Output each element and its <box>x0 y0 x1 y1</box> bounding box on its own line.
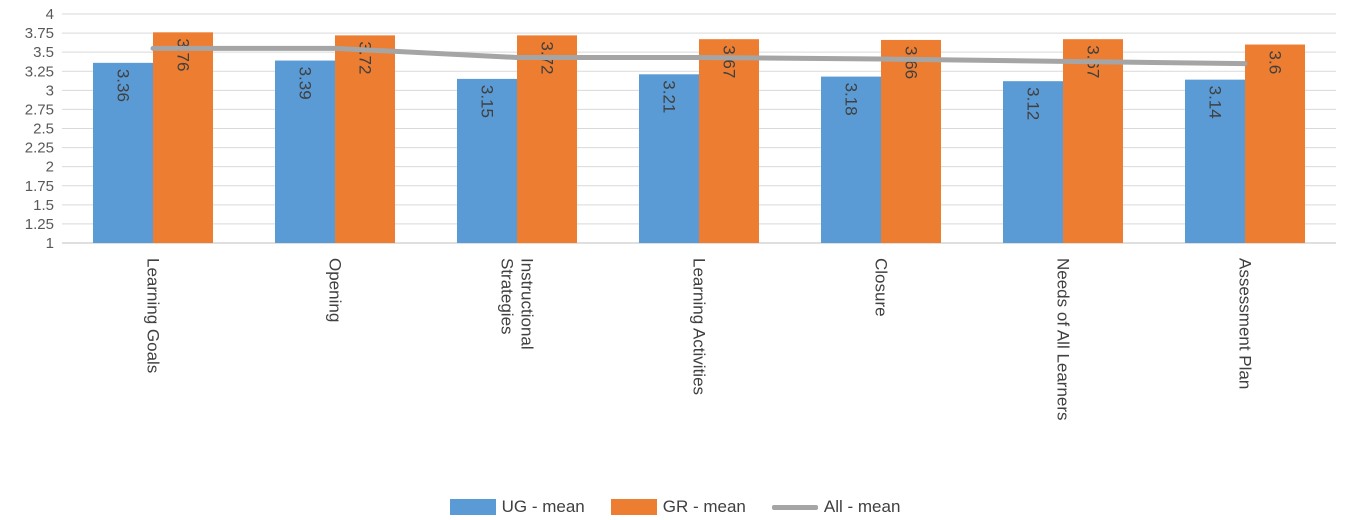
category-label: Learning Goals <box>144 258 163 373</box>
category-label: Closure <box>872 258 891 317</box>
data-label: 3.67 <box>720 45 739 78</box>
data-label: 3.39 <box>296 67 315 100</box>
data-label: 3.21 <box>660 80 679 113</box>
y-tick-label: 2.75 <box>25 101 54 118</box>
y-tick-label: 2.5 <box>33 121 54 138</box>
y-tick-label: 2.25 <box>25 140 54 157</box>
data-label: 3.36 <box>114 69 133 102</box>
legend-swatch-ug <box>449 499 496 515</box>
category-label: Assessment Plan <box>1236 258 1255 389</box>
line-series <box>150 45 1248 67</box>
data-label: 3.18 <box>842 83 861 116</box>
bar-gr <box>517 35 577 243</box>
data-label: 3.6 <box>1266 51 1285 75</box>
data-label: 3.14 <box>1206 86 1225 119</box>
category-label: Opening <box>326 258 345 322</box>
y-tick-label: 4 <box>46 6 54 23</box>
data-label: 3.72 <box>356 41 375 74</box>
legend-label-all: All - mean <box>823 497 901 516</box>
data-label: 3.76 <box>174 38 193 71</box>
y-tick-label: 1.5 <box>33 197 54 214</box>
y-tick-label: 3.5 <box>33 44 54 61</box>
y-tick-label: 1.75 <box>25 178 54 195</box>
x-axis-category-labels: Learning Goals Opening InstructionalStrate… <box>144 258 1255 421</box>
bar-gr <box>1245 44 1305 244</box>
category-label: Strategies <box>498 258 517 335</box>
y-tick-label: 1 <box>46 235 54 252</box>
category-label: Needs of All Learners <box>1054 258 1073 421</box>
y-axis-tick-labels: 1 1.25 1.5 1.75 2 2.25 2.5 2.75 3 3.25 3.5 3.75 4 <box>25 6 54 252</box>
bar-ug <box>275 60 335 244</box>
bar-gr <box>1063 39 1123 243</box>
bar-ug <box>457 78 517 243</box>
bars <box>93 32 1305 244</box>
legend-label-ug: UG - mean <box>501 497 585 516</box>
data-label: 3.15 <box>478 85 497 118</box>
legend: UG - mean GR - mean All - mean <box>0 494 1350 520</box>
legend-item-ug: UG - mean <box>449 497 585 517</box>
bar-ug <box>821 76 881 244</box>
y-tick-label: 2 <box>46 159 54 176</box>
data-label: 3.12 <box>1024 87 1043 120</box>
legend-label-gr: GR - mean <box>662 497 746 516</box>
legend-swatch-all <box>771 504 818 510</box>
category-label: Learning Activities <box>690 258 709 395</box>
legend-item-all: All - mean <box>771 497 901 517</box>
line-all-mean <box>150 45 1248 67</box>
bar-gr <box>153 32 213 243</box>
bar-gr <box>881 39 941 243</box>
category-label: Instructional <box>518 258 537 350</box>
y-tick-label: 3 <box>46 82 54 99</box>
y-tick-label: 3.25 <box>25 63 54 80</box>
bar-ug <box>1003 81 1063 243</box>
bar-gr <box>699 39 759 243</box>
y-tick-label: 1.25 <box>25 216 54 233</box>
bar-ug <box>93 62 153 243</box>
bar-ug <box>639 74 699 243</box>
bar-ug <box>1185 79 1245 243</box>
legend-swatch-gr <box>610 499 657 515</box>
legend-item-gr: GR - mean <box>610 497 746 517</box>
data-label: 3.66 <box>902 46 921 79</box>
bar-gr <box>335 35 395 243</box>
chart-area: 1 1.25 1.5 1.75 2 2.25 2.5 2.75 3 3.25 3.5 3.75 4 3.… <box>25 6 1336 421</box>
y-tick-label: 3.75 <box>25 25 54 42</box>
